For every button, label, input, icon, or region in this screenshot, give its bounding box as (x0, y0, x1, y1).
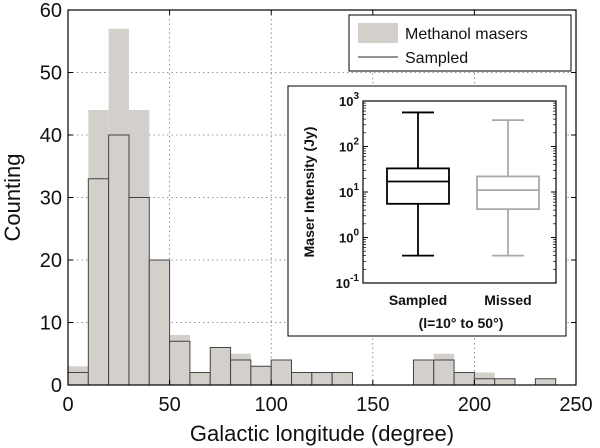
x-tick-label: 50 (158, 394, 180, 416)
y-tick-label: 30 (40, 188, 62, 210)
sampled-bar (433, 359, 455, 385)
sampled-bar (412, 359, 435, 385)
inset-subtitle: (l=10° to 50°) (419, 315, 504, 331)
legend-swatch-methanol-masers (358, 23, 398, 43)
inset-y-tick-exponent: 2 (353, 137, 359, 148)
inset-y-tick-exponent: 3 (353, 91, 359, 102)
inset-y-tick-base: 10 (339, 185, 353, 200)
sampled-bar (209, 347, 232, 385)
x-tick-label: 200 (458, 394, 491, 416)
y-tick-label: 20 (40, 250, 62, 272)
inset-y-tick-exponent: -1 (350, 273, 359, 284)
y-tick-label: 10 (40, 313, 62, 335)
sampled-bars (68, 134, 557, 385)
inset-y-tick-base: 10 (339, 231, 353, 246)
x-axis-title: Galactic longitude (degree) (190, 421, 454, 446)
sampled-bar (291, 372, 313, 385)
box-missed: Missed (476, 119, 540, 308)
x-tick-label: 150 (356, 394, 389, 416)
sampled-bar (311, 372, 333, 385)
sampled-bar (473, 378, 496, 385)
inset-y-tick-base: 10 (339, 140, 353, 155)
y-axis-title: Counting (0, 153, 25, 241)
inset-y-tick-label: 103 (339, 91, 359, 109)
x-tick-label: 0 (62, 394, 73, 416)
x-tick-label: 250 (559, 394, 592, 416)
inset-y-tick-label: 10-1 (336, 273, 360, 291)
sampled-bar (148, 259, 171, 385)
sampled-bar (128, 197, 150, 385)
sampled-bar (250, 365, 272, 385)
sampled-bar (534, 378, 557, 385)
y-tick-label: 0 (51, 375, 62, 397)
legend-label-sampled: Sampled (405, 50, 468, 67)
sampled-bar (108, 134, 130, 385)
inset-y-axis-title: Maser Intensity (Jy) (301, 127, 317, 258)
box-iqr (386, 167, 450, 205)
sampled-bar (68, 372, 89, 385)
inset-category-label: Sampled (389, 292, 447, 308)
legend: Methanol masers Sampled (348, 14, 572, 72)
inset-boxes: Sampled Missed (386, 111, 540, 308)
inset-y-tick-label: 100 (339, 228, 359, 246)
inset-y-tick-exponent: 1 (353, 182, 359, 193)
y-tick-label: 60 (40, 0, 62, 22)
box-sampled: Sampled (386, 111, 450, 308)
inset-y-tick-base: 10 (339, 94, 353, 109)
y-tick-label: 50 (40, 63, 62, 85)
sampled-bar (453, 372, 475, 385)
sampled-bar (494, 378, 516, 385)
inset-background (287, 85, 567, 337)
y-tick-label: 40 (40, 125, 62, 147)
sampled-bar (169, 340, 191, 385)
inset-y-tick-label: 102 (339, 137, 359, 155)
sampled-bar (270, 359, 293, 385)
sampled-bar (87, 178, 110, 385)
inset-y-tick-base: 10 (336, 276, 350, 291)
legend-label-methanol-masers: Methanol masers (405, 26, 528, 43)
sampled-bar (230, 359, 252, 385)
sampled-bar (189, 372, 211, 385)
x-tick-label: 100 (255, 394, 288, 416)
inset-category-label: Missed (484, 292, 531, 308)
inset-y-tick-exponent: 0 (353, 228, 359, 239)
inset-y-tick-label: 101 (339, 182, 359, 200)
box-iqr (476, 175, 540, 211)
sampled-bar (331, 372, 353, 385)
